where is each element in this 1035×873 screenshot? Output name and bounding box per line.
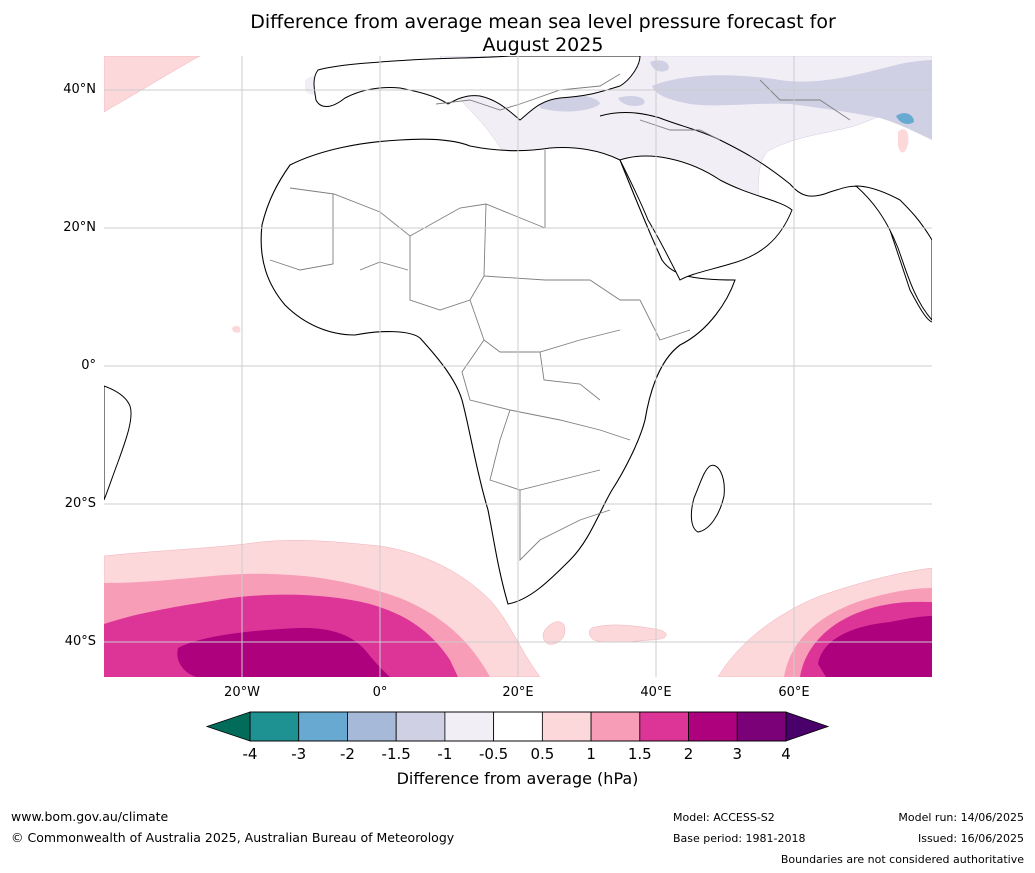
colorbar-bin (444, 711, 495, 742)
footer-base-period: Base period: 1981-2018 (673, 832, 806, 845)
arabian-peninsula (619, 155, 793, 281)
lon-label-20w: 20°W (224, 685, 260, 700)
lon-label-40e: 40°E (640, 685, 672, 700)
anomaly-2-south-west (177, 627, 390, 677)
footer-model: Model: ACCESS-S2 (673, 811, 775, 824)
lon-label-0: 0° (372, 685, 388, 700)
footer-copyright: © Commonwealth of Australia 2025, Austra… (11, 830, 455, 845)
anomaly-minus1-north (650, 60, 669, 72)
india (854, 185, 932, 321)
colorbar-frame (249, 711, 787, 742)
lon-label-20e: 20°E (502, 685, 534, 700)
colorbar-tick: 1.5 (627, 745, 652, 763)
colorbar-tick: 2 (683, 745, 694, 763)
country-borders (269, 73, 851, 562)
footer-model-run: Model run: 14/06/2025 (898, 811, 1024, 824)
lat-label-0: 0° (81, 358, 96, 373)
colorbar-bin (639, 711, 689, 742)
colorbar-tick: 3 (732, 745, 743, 763)
colorbar-bin (347, 711, 397, 742)
colorbar-bin (590, 711, 641, 742)
footer-website-link[interactable]: www.bom.gov.au/climate (11, 809, 169, 824)
colorbar-tick: -3 (291, 745, 307, 763)
colorbar-tick: -2 (340, 745, 355, 763)
asia-landmass (599, 111, 932, 323)
anomaly-minus1-caspian (618, 96, 645, 106)
map-title-line1: Difference from average mean sea level p… (250, 11, 836, 33)
colorbar-over-arrow (785, 711, 830, 742)
anomaly-minus2-tibet (896, 113, 914, 124)
colorbar (205, 711, 830, 742)
colorbar-tick: 4 (781, 745, 791, 763)
anomaly-2-south-east (818, 616, 932, 677)
europe-landmass (313, 56, 641, 121)
colorbar-tick: -1.5 (381, 745, 411, 763)
footer-disclaimer: Boundaries are not considered authoritat… (780, 853, 1024, 866)
colorbar-title: Difference from average (hPa) (396, 769, 639, 788)
lat-label-40s: 40°S (64, 634, 96, 649)
colorbar-tick: -0.5 (478, 745, 509, 763)
colorbar-bin (298, 711, 348, 742)
colorbar-tick: -4 (242, 745, 258, 763)
colorbar-tick: 0.5 (530, 745, 555, 763)
colorbar-tick: -1 (437, 745, 453, 763)
colorbar-bin (736, 711, 787, 742)
map-title-line2: August 2025 (482, 34, 604, 56)
graticule (104, 56, 932, 677)
footer-issued: Issued: 16/06/2025 (917, 832, 1024, 845)
colorbar-bin (541, 711, 592, 742)
colorbar-bin (249, 711, 300, 742)
lon-label-60e: 60°E (778, 685, 810, 700)
colorbar-tick: 1 (586, 745, 596, 763)
lat-label-40n: 40°N (63, 82, 96, 97)
colorbar-under-arrow (205, 711, 251, 742)
colorbar-bins (249, 711, 787, 742)
colorbar-bin (688, 711, 738, 742)
anomaly-patch-himalaya (898, 129, 909, 153)
anomaly-patch-gulf-guinea (232, 325, 241, 333)
lat-label-20n: 20°N (63, 220, 96, 235)
lat-label-20s: 20°S (64, 496, 96, 511)
south-america (104, 385, 132, 501)
anomaly-patch-north-atlantic (104, 56, 201, 113)
anomaly-patch-indian-ocean (589, 624, 667, 643)
colorbar-bin (395, 711, 446, 742)
colorbar-bin (493, 711, 543, 742)
madagascar (690, 464, 725, 533)
